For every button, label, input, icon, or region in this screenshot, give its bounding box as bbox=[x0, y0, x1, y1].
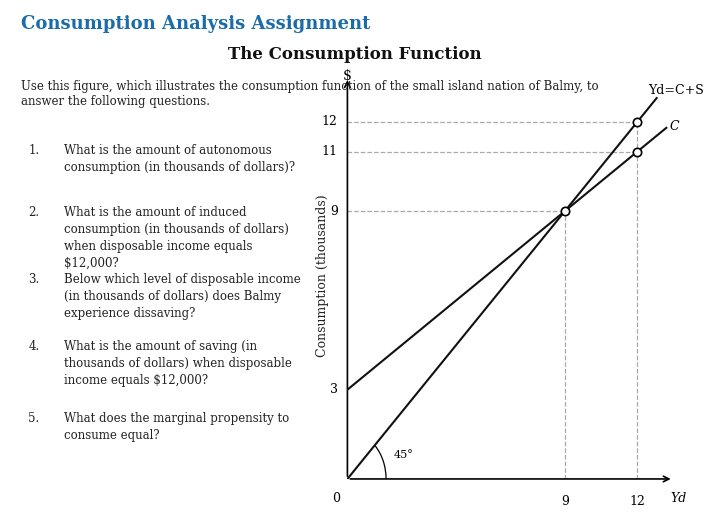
Text: The Consumption Function: The Consumption Function bbox=[228, 46, 481, 63]
Text: 3.: 3. bbox=[28, 273, 40, 286]
Text: 1.: 1. bbox=[28, 144, 40, 157]
Text: Consumption (thousands): Consumption (thousands) bbox=[316, 194, 329, 357]
Text: $: $ bbox=[343, 70, 352, 83]
Text: What is the amount of autonomous
consumption (in thousands of dollars)?: What is the amount of autonomous consump… bbox=[64, 144, 295, 174]
Text: 9: 9 bbox=[330, 204, 337, 218]
Text: Yd: Yd bbox=[670, 492, 686, 505]
Text: 4.: 4. bbox=[28, 340, 40, 353]
Text: Consumption Analysis Assignment: Consumption Analysis Assignment bbox=[21, 15, 371, 33]
Text: 2.: 2. bbox=[28, 206, 40, 219]
Text: 12: 12 bbox=[630, 495, 645, 508]
Text: Use this figure, which illustrates the consumption function of the small island : Use this figure, which illustrates the c… bbox=[21, 80, 599, 108]
Text: 5.: 5. bbox=[28, 412, 40, 425]
Text: What is the amount of saving (in
thousands of dollars) when disposable
income eq: What is the amount of saving (in thousan… bbox=[64, 340, 291, 387]
Text: 9: 9 bbox=[561, 495, 569, 508]
Text: Yd=C+S: Yd=C+S bbox=[648, 84, 704, 97]
Text: 3: 3 bbox=[330, 383, 337, 396]
Text: C: C bbox=[670, 120, 679, 133]
Text: 45°: 45° bbox=[393, 450, 413, 459]
Text: Below which level of disposable income
(in thousands of dollars) does Balmy
expe: Below which level of disposable income (… bbox=[64, 273, 301, 320]
Text: 11: 11 bbox=[322, 145, 337, 158]
Text: What does the marginal propensity to
consume equal?: What does the marginal propensity to con… bbox=[64, 412, 289, 442]
Text: What is the amount of induced
consumption (in thousands of dollars)
when disposa: What is the amount of induced consumptio… bbox=[64, 206, 289, 270]
Text: 0: 0 bbox=[332, 492, 340, 505]
Text: 12: 12 bbox=[322, 115, 337, 128]
